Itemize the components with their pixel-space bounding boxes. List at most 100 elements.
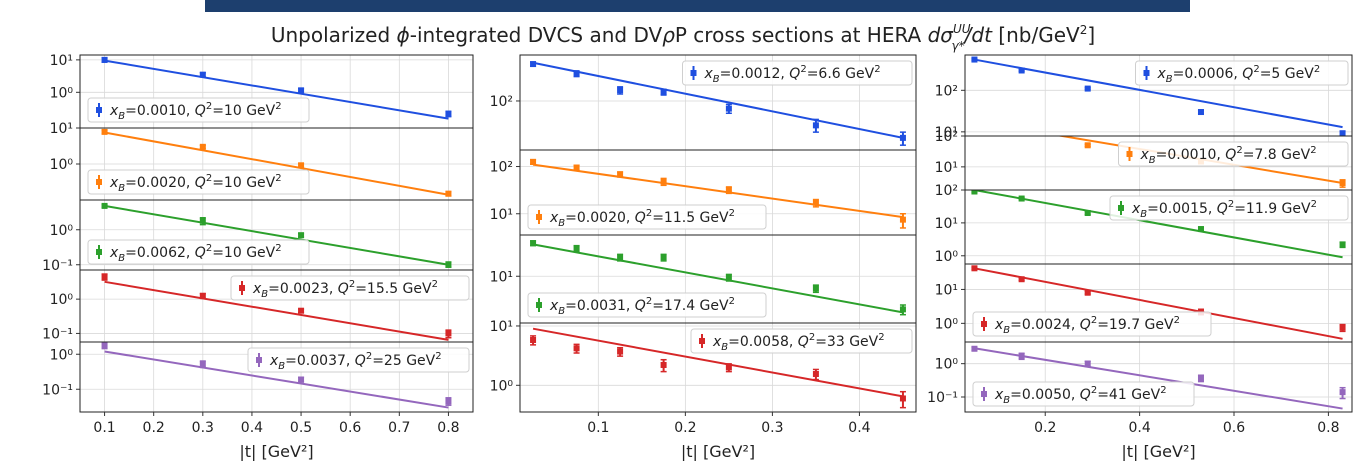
title-part: -integrated DVCS and DV	[410, 23, 663, 47]
legend: xB=0.0024, Q2=19.7 GeV2	[972, 311, 1212, 337]
ytick-label: 10⁰	[50, 223, 74, 239]
panel-frame	[964, 341, 1353, 413]
xtick-label: 0.3	[761, 420, 783, 436]
series-group	[101, 273, 452, 341]
ytick-label: 10¹	[935, 216, 958, 232]
legend-text-part: 2	[366, 351, 372, 362]
legend-text-part: B	[118, 111, 125, 122]
data-point	[1339, 324, 1346, 331]
data-point	[445, 111, 452, 118]
legend: xB=0.0023, Q2=15.5 GeV2	[230, 275, 470, 301]
title-phi: ϕ	[397, 23, 410, 47]
x-axis-label: |t| [GeV²]	[681, 442, 755, 461]
legend-text-part: 2	[1228, 199, 1234, 210]
legend-marker	[96, 179, 102, 185]
data-point	[1084, 209, 1091, 216]
series-group	[101, 56, 452, 120]
data-point	[298, 307, 305, 314]
legend-text-part: B	[1003, 325, 1010, 336]
legend-text-part: B	[118, 183, 125, 194]
legend: xB=0.0050, Q2=41 GeV2	[972, 381, 1195, 407]
legend-text-part: =0.0024,	[1010, 317, 1080, 333]
ytick-label: 10⁰	[935, 357, 959, 373]
data-point	[101, 342, 108, 349]
legend-text-part: 2	[275, 243, 281, 254]
data-point	[298, 87, 305, 94]
data-point	[1018, 352, 1025, 359]
legend: xB=0.0012, Q2=6.6 GeV2	[682, 60, 913, 86]
legend-text-part: =0.0010,	[1156, 147, 1226, 163]
data-point	[445, 261, 452, 268]
data-point	[573, 345, 580, 352]
legend-text-part: 2	[275, 173, 281, 184]
panel: 10⁰ 10⁻¹ xB=0.0062, Q2=10 GeV2	[42, 199, 474, 274]
data-point	[725, 274, 732, 281]
legend-text-part: =10 GeV	[212, 245, 275, 261]
legend-text-part: x	[994, 387, 1004, 403]
panel-frame	[519, 322, 917, 413]
data-point	[101, 128, 108, 135]
legend: xB=0.0058, Q2=33 GeV2	[690, 328, 913, 354]
fit-line	[974, 267, 1343, 340]
legend-text-part: Q	[195, 103, 206, 119]
legend-label: xB=0.0062, Q2=10 GeV2	[109, 243, 282, 264]
legend-text-part: =0.0058,	[728, 334, 798, 350]
ytick-label: 10⁻¹	[42, 258, 73, 274]
legend-text-part: =0.0006,	[1173, 66, 1243, 82]
data-point	[812, 371, 819, 378]
x-axis-label: |t| [GeV²]	[239, 442, 313, 461]
legend-text-part: B	[278, 361, 285, 372]
data-point	[1084, 142, 1091, 149]
legend: xB=0.0062, Q2=10 GeV2	[87, 239, 310, 265]
legend-marker	[699, 338, 705, 344]
xtick-label: 0.4	[1128, 420, 1150, 436]
data-point	[971, 118, 977, 124]
legend-text-part: =10 GeV	[212, 103, 275, 119]
ytick-label: 10⁰	[50, 85, 74, 101]
legend-text-part: =0.0015,	[1147, 201, 1217, 217]
data-point	[1018, 67, 1025, 74]
data-point	[1018, 276, 1025, 283]
legend-box	[1135, 60, 1349, 86]
legend-text-part: Q	[1217, 201, 1228, 217]
data-point	[1084, 360, 1091, 367]
legend-box	[972, 311, 1212, 337]
data-point	[660, 361, 667, 368]
legend-text-part: =0.0020,	[125, 175, 195, 191]
ytick-label: 10¹	[490, 319, 513, 335]
legend-text-part: x	[109, 175, 119, 191]
series-group	[101, 202, 452, 268]
data-point	[899, 395, 906, 402]
data-point	[445, 330, 452, 337]
legend-label: xB=0.0010, Q2=7.8 GeV2	[1140, 145, 1317, 166]
legend-text-part: 2	[646, 208, 652, 219]
ytick-label: 10²	[490, 160, 513, 176]
legend-text-part: 2	[349, 279, 355, 290]
legend-text-part: =0.0062,	[125, 245, 195, 261]
data-point	[101, 202, 108, 209]
legend-text-part: 2	[729, 208, 735, 219]
legend-text-part: x	[994, 317, 1004, 333]
figure-title: Unpolarized ϕ-integrated DVCS and DVρP c…	[271, 22, 1095, 53]
data-point	[530, 240, 537, 247]
legend-text-part: 2	[800, 64, 806, 75]
data-point	[101, 56, 108, 63]
series-group	[971, 190, 1346, 259]
legend-text-part: x	[252, 281, 262, 297]
data-point	[101, 273, 108, 280]
legend-text-part: B	[558, 306, 565, 317]
legend-label: xB=0.0020, Q2=10 GeV2	[109, 173, 282, 194]
legend-text-part: Q	[1080, 387, 1091, 403]
legend-text-part: B	[713, 74, 720, 85]
legend-text-part: B	[1149, 155, 1156, 166]
legend-text-part: x	[712, 334, 722, 350]
legend-text-part: 2	[1174, 315, 1180, 326]
legend-marker	[981, 391, 987, 397]
legend-text-part: =11.5 GeV	[652, 210, 729, 226]
legend-text-part: =0.0023,	[268, 281, 338, 297]
